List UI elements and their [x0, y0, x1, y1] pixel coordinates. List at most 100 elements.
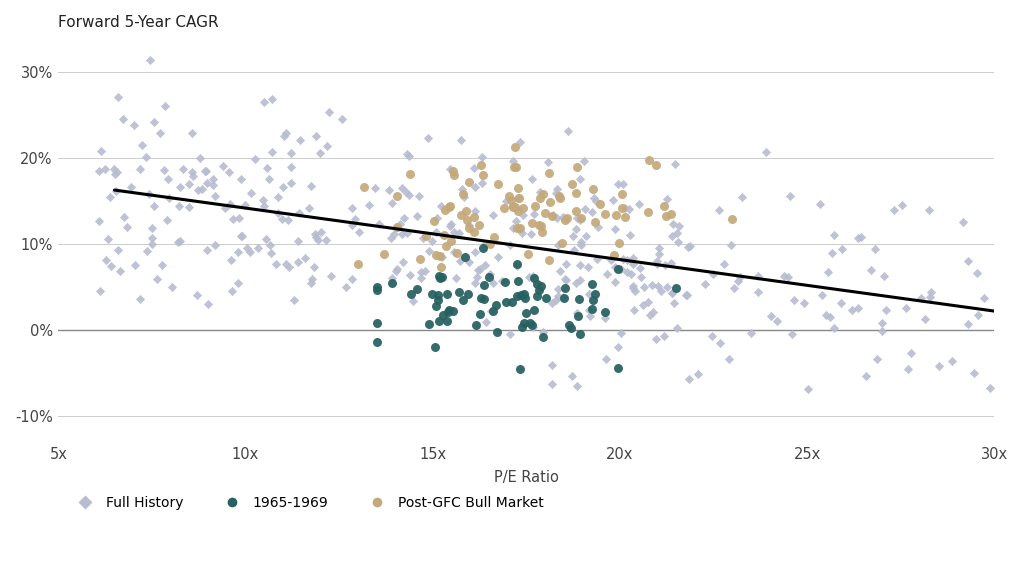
Point	[400, 151, 416, 161]
Point	[524, 175, 540, 184]
Point	[875, 326, 891, 335]
Point	[617, 203, 633, 212]
Point	[435, 310, 451, 319]
Point	[527, 202, 543, 211]
Point	[569, 214, 585, 223]
Point	[416, 266, 433, 275]
Point	[665, 219, 681, 228]
Point	[584, 208, 601, 217]
Point	[465, 163, 482, 173]
Point	[526, 305, 542, 314]
Point	[557, 294, 573, 303]
Point	[230, 247, 247, 257]
Point	[614, 204, 630, 213]
Point	[453, 210, 470, 220]
Point	[465, 227, 482, 237]
Point	[476, 295, 492, 304]
Point	[526, 209, 542, 218]
Point	[308, 131, 324, 140]
Point	[868, 244, 884, 254]
Point	[439, 289, 455, 298]
Point	[347, 215, 363, 224]
Point	[401, 190, 417, 200]
Point	[585, 185, 602, 194]
Point	[488, 327, 504, 336]
Point	[525, 320, 541, 329]
Point	[189, 185, 206, 195]
Point	[368, 285, 385, 295]
Point	[389, 192, 405, 201]
Point	[607, 225, 623, 234]
Point	[512, 137, 528, 146]
Point	[398, 187, 414, 197]
Point	[386, 229, 402, 238]
Point	[570, 312, 586, 321]
Point	[432, 273, 448, 282]
Point	[233, 232, 250, 241]
Point	[875, 318, 891, 328]
Point	[573, 241, 589, 250]
Point	[569, 381, 585, 390]
Point	[442, 221, 458, 231]
Point	[850, 233, 866, 242]
Point	[605, 195, 621, 205]
Point	[558, 275, 574, 284]
Point	[496, 204, 513, 213]
Point	[270, 193, 286, 202]
Point	[632, 272, 649, 282]
Point	[215, 161, 231, 170]
Point	[251, 244, 267, 253]
Point	[415, 233, 432, 242]
Point	[402, 169, 418, 178]
Point	[548, 295, 565, 305]
Point	[520, 249, 536, 258]
Point	[716, 259, 732, 269]
Point	[617, 212, 633, 222]
Point	[680, 375, 697, 384]
Point	[878, 305, 894, 315]
Point	[507, 163, 524, 172]
Point	[433, 201, 449, 211]
Point	[515, 323, 531, 332]
Point	[171, 201, 187, 211]
Point	[270, 208, 286, 218]
Point	[318, 235, 335, 244]
Point	[143, 223, 160, 232]
Point	[577, 204, 593, 214]
Point	[384, 198, 400, 207]
Point	[899, 365, 916, 374]
Point	[106, 169, 123, 178]
Point	[680, 242, 697, 252]
Point	[102, 261, 119, 271]
Point	[398, 229, 414, 238]
Point	[682, 241, 699, 251]
Point	[725, 284, 742, 293]
Point	[598, 269, 615, 279]
Point	[750, 271, 766, 281]
Point	[307, 229, 323, 238]
Point	[649, 259, 665, 268]
Point	[428, 302, 444, 311]
Point	[442, 164, 458, 173]
Point	[496, 277, 513, 286]
Point	[643, 280, 660, 289]
Point	[302, 203, 318, 212]
Point	[705, 269, 721, 279]
Point	[931, 361, 947, 370]
Point	[427, 343, 443, 352]
Point	[264, 94, 280, 103]
Point	[466, 278, 483, 288]
Point	[189, 290, 206, 299]
Point	[650, 281, 666, 291]
Point	[863, 265, 880, 275]
Point	[477, 260, 493, 269]
Point	[610, 265, 626, 274]
Point	[297, 253, 313, 262]
Point	[388, 266, 404, 276]
Point	[664, 288, 680, 298]
Point	[277, 259, 294, 268]
Point	[502, 195, 519, 204]
Point	[323, 271, 340, 281]
Point	[97, 255, 114, 264]
Point	[313, 227, 329, 237]
